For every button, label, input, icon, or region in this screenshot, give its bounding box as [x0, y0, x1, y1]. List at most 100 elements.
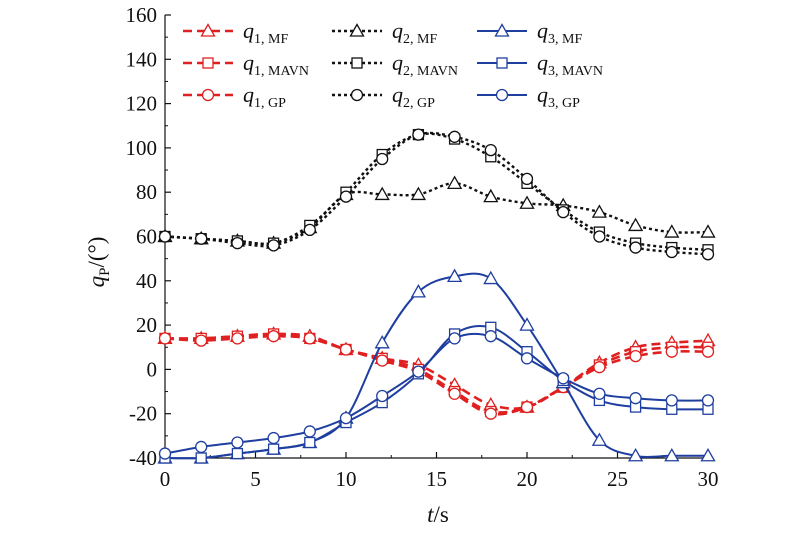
y-axis-title: qP/(°) — [84, 237, 113, 288]
legend-label: q1, GP — [243, 82, 286, 111]
data-point — [267, 431, 280, 445]
x-tick-label: 0 — [160, 467, 171, 491]
data-point — [412, 128, 425, 141]
x-axis-title-main: t — [427, 502, 434, 527]
legend-label-method: , MF — [261, 32, 288, 47]
data-point — [339, 343, 353, 356]
data-point — [448, 130, 461, 143]
y-axis-title-sub: P — [97, 268, 113, 276]
data-point — [484, 330, 497, 343]
legend-marker — [496, 57, 508, 69]
data-point — [629, 392, 642, 405]
data-point — [629, 241, 642, 254]
legend-label-var: q — [392, 50, 403, 75]
series-line — [164, 332, 709, 414]
y-tick-label: 120 — [126, 92, 158, 116]
data-point — [195, 232, 208, 245]
data-point — [593, 230, 606, 243]
data-point — [412, 365, 425, 378]
data-point — [557, 205, 570, 219]
legend-item: q1, GP — [183, 82, 286, 111]
legend-label-method: , GP — [261, 96, 286, 111]
data-point — [231, 236, 244, 250]
data-point — [520, 400, 534, 414]
legend-label: q3, MF — [537, 18, 582, 47]
legend-label-method: , GP — [410, 96, 435, 111]
legend-label-index: 1 — [254, 64, 261, 79]
legend-label-var: q — [537, 82, 548, 107]
legend-label-method: , MAVN — [555, 64, 603, 79]
y-tick-label: 20 — [136, 313, 157, 337]
legend-marker — [494, 23, 510, 37]
series-line — [164, 332, 709, 455]
y-axis-title-rest: /(°) — [84, 237, 109, 268]
legend-item: q3, GP — [477, 82, 580, 111]
legend-label-method: , MAVN — [261, 64, 309, 79]
x-tick-label: 5 — [250, 467, 261, 491]
legend-item: q2, MF — [332, 18, 437, 47]
legend-label-index: 2 — [403, 64, 410, 79]
legend-label: q3, GP — [537, 82, 580, 111]
legend-label: q3, MAVN — [537, 50, 603, 79]
legend-label-index: 3 — [548, 96, 555, 111]
y-tick-label: 40 — [136, 269, 157, 293]
series-line — [164, 325, 709, 460]
series-q1-gp — [158, 330, 715, 420]
data-point — [304, 436, 316, 449]
data-point — [484, 407, 497, 420]
legend-label-var: q — [243, 50, 254, 75]
y-tick-label: 60 — [136, 225, 157, 249]
data-point — [593, 361, 606, 374]
y-tick-label: -40 — [129, 446, 157, 470]
legend-label: q1, MAVN — [243, 50, 309, 79]
legend-item: q1, MF — [183, 18, 288, 47]
data-point — [484, 143, 497, 157]
legend-label: q2, MAVN — [392, 50, 458, 79]
axes: 0 5 10 15 20 25 30 -40 -20 0 20 40 60 80 100 120 140 160 — [126, 3, 719, 491]
legend-label-var: q — [392, 18, 403, 43]
data-point — [627, 217, 644, 232]
legend-marker — [349, 23, 365, 37]
series-q2-mavn — [159, 128, 714, 256]
legend-marker — [200, 23, 216, 37]
legend-marker — [350, 88, 364, 102]
y-axis-title-main: q — [84, 276, 109, 288]
series-q3-mf — [157, 268, 716, 464]
data-point — [700, 224, 716, 238]
data-point — [374, 334, 390, 349]
y-tick-label: 0 — [147, 357, 158, 381]
data-point — [195, 334, 208, 347]
data-point — [664, 224, 680, 238]
data-point — [303, 425, 316, 438]
y-tick-label: 80 — [136, 180, 157, 204]
legend-marker — [202, 57, 214, 69]
data-point — [520, 352, 534, 365]
data-point — [231, 447, 244, 460]
data-point — [376, 354, 389, 367]
data-point — [267, 443, 280, 455]
data-point — [591, 432, 608, 446]
data-point — [591, 204, 608, 218]
data-point — [410, 284, 427, 298]
legend-label-var: q — [537, 50, 548, 75]
legend-label-index: 1 — [254, 32, 261, 47]
data-point — [701, 248, 715, 261]
data-point — [339, 411, 353, 425]
legend-label-method: , MF — [410, 32, 437, 47]
legend-label: q2, MF — [392, 18, 437, 47]
data-point — [519, 317, 535, 331]
legend-label-var: q — [392, 82, 403, 107]
data-point — [629, 349, 642, 363]
legend-item: q3, MF — [477, 18, 582, 47]
y-tick-label: 140 — [126, 47, 158, 71]
series-layer — [157, 128, 716, 464]
data-point — [267, 239, 280, 252]
data-point — [410, 186, 427, 201]
legend-label-index: 1 — [254, 96, 261, 111]
legend-marker — [495, 88, 509, 102]
data-point — [701, 345, 715, 358]
series-line — [164, 132, 709, 251]
series-q3-gp — [158, 330, 715, 460]
y-tick-label: -20 — [129, 402, 157, 426]
